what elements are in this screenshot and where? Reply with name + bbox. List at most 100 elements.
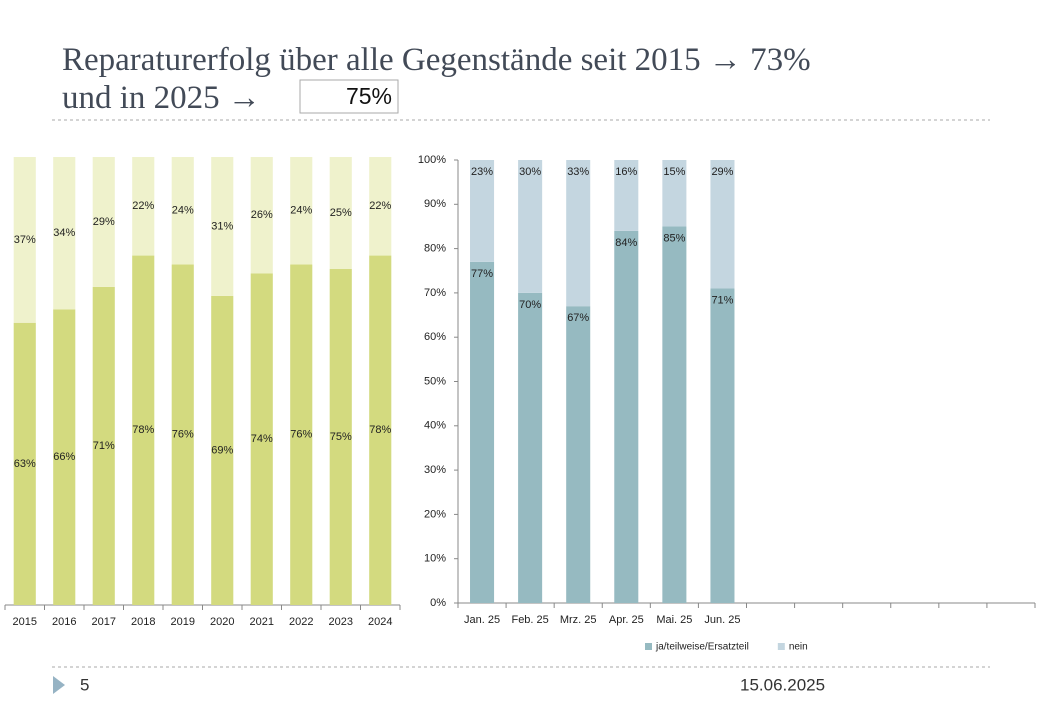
data-label: 23% xyxy=(471,166,493,178)
x-tick-label: 2022 xyxy=(289,616,313,628)
x-tick-label: 2024 xyxy=(368,616,392,628)
data-label: 69% xyxy=(211,444,233,456)
data-label: 22% xyxy=(132,200,154,212)
bar-segment xyxy=(329,269,352,605)
bar-segment xyxy=(171,264,194,605)
data-label: 34% xyxy=(53,227,75,239)
data-label: 71% xyxy=(93,440,115,452)
x-tick-label: Feb. 25 xyxy=(511,614,548,626)
bar-segment xyxy=(614,160,639,231)
data-label: 78% xyxy=(132,424,154,436)
data-label: 66% xyxy=(53,451,75,463)
x-tick-label: 2016 xyxy=(52,616,76,628)
bar-segment xyxy=(132,157,155,256)
data-label: 74% xyxy=(251,433,273,445)
data-label: 85% xyxy=(663,232,685,244)
page-number: 5 xyxy=(80,675,89,694)
legend-swatch xyxy=(777,643,785,650)
y-tick-label: 50% xyxy=(424,375,446,387)
data-label: 30% xyxy=(519,166,541,178)
bar-segment xyxy=(710,288,735,603)
data-label: 16% xyxy=(615,166,637,178)
bar-segment xyxy=(132,255,155,605)
data-label: 24% xyxy=(290,205,312,217)
highlight-value: 75% xyxy=(346,83,392,109)
bar-segment xyxy=(53,157,76,310)
data-label: 84% xyxy=(615,237,637,249)
data-label: 26% xyxy=(251,209,273,221)
y-tick-label: 20% xyxy=(424,508,446,520)
bar-segment xyxy=(250,157,273,274)
legend-swatch xyxy=(645,643,652,650)
data-label: 63% xyxy=(14,458,36,470)
title-line2: und in 2025 → xyxy=(62,80,261,116)
bar-segment xyxy=(211,157,234,296)
data-label: 71% xyxy=(711,294,733,306)
legend-label: nein xyxy=(789,642,808,653)
bar-segment xyxy=(518,160,543,293)
y-tick-label: 80% xyxy=(424,243,446,255)
x-tick-label: 2023 xyxy=(329,616,353,628)
bar-segment xyxy=(92,157,115,287)
y-tick-label: 30% xyxy=(424,464,446,476)
y-tick-label: 70% xyxy=(424,287,446,299)
x-tick-label: 2015 xyxy=(13,616,37,628)
bar-segment xyxy=(662,160,687,227)
data-label: 31% xyxy=(211,220,233,232)
bar-segment xyxy=(329,157,352,269)
y-tick-label: 40% xyxy=(424,420,446,432)
bar-segment xyxy=(92,286,115,605)
legend-label: ja/teilweise/Ersatzteil xyxy=(655,642,749,653)
bar-segment xyxy=(710,160,735,289)
x-tick-label: 2019 xyxy=(171,616,195,628)
bar-segment xyxy=(470,160,495,262)
bar-segment xyxy=(369,157,392,256)
x-tick-label: Apr. 25 xyxy=(609,614,644,626)
data-label: 25% xyxy=(330,207,352,219)
bar-segment xyxy=(53,309,76,605)
highlight-box xyxy=(299,79,399,114)
bullet-icon xyxy=(53,676,65,694)
bar-segment xyxy=(13,157,36,323)
x-tick-label: 2020 xyxy=(210,616,234,628)
data-label: 33% xyxy=(567,166,589,178)
data-label: 29% xyxy=(711,166,733,178)
data-label: 75% xyxy=(330,431,352,443)
data-label: 15% xyxy=(663,166,685,178)
date: 15.06.2025 xyxy=(740,675,825,694)
y-tick-label: 100% xyxy=(418,154,446,166)
bar-segment xyxy=(171,157,194,265)
bar-segment xyxy=(518,292,543,603)
data-label: 29% xyxy=(93,216,115,228)
x-tick-label: 2018 xyxy=(131,616,155,628)
x-tick-label: 2017 xyxy=(92,616,116,628)
x-tick-label: Mrz. 25 xyxy=(560,614,597,626)
bar-segment xyxy=(211,295,234,605)
bar-segment xyxy=(369,255,392,605)
bar-segment xyxy=(614,230,639,603)
data-label: 76% xyxy=(290,429,312,441)
y-tick-label: 0% xyxy=(430,597,446,609)
x-tick-label: Jun. 25 xyxy=(704,614,740,626)
x-tick-label: Jan. 25 xyxy=(464,614,500,626)
y-tick-label: 90% xyxy=(424,198,446,210)
data-label: 77% xyxy=(471,268,493,280)
data-label: 76% xyxy=(172,429,194,441)
title-line1: Reparaturerfolg über alle Gegenstände se… xyxy=(62,42,811,78)
bar-segment xyxy=(566,160,591,307)
x-tick-label: 2021 xyxy=(250,616,274,628)
data-label: 78% xyxy=(369,424,391,436)
y-tick-label: 10% xyxy=(424,553,446,565)
data-label: 22% xyxy=(369,200,391,212)
bar-segment xyxy=(662,226,687,603)
data-label: 37% xyxy=(14,234,36,246)
y-tick-label: 60% xyxy=(424,331,446,343)
bar-segment xyxy=(290,157,313,265)
bar-segment xyxy=(566,306,591,603)
data-label: 70% xyxy=(519,299,541,311)
bar-segment xyxy=(470,261,495,603)
bar-segment xyxy=(250,273,273,605)
x-tick-label: Mai. 25 xyxy=(656,614,692,626)
bar-segment xyxy=(13,322,36,605)
